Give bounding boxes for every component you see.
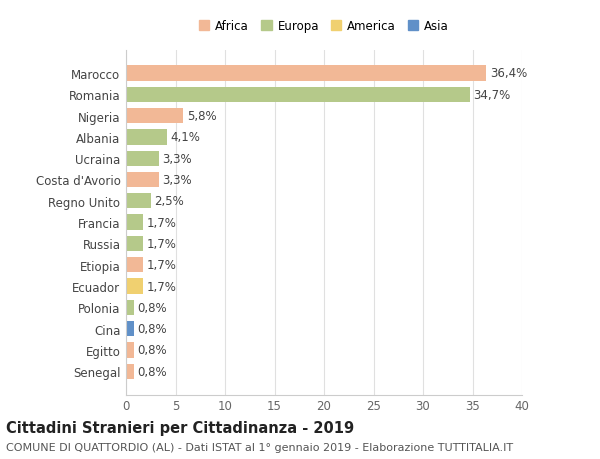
Bar [126,173,158,188]
Text: 5,8%: 5,8% [187,110,217,123]
Bar [126,215,143,230]
Text: 0,8%: 0,8% [137,322,167,336]
Bar [126,151,158,167]
Bar [126,342,134,358]
Bar [126,194,151,209]
Bar [126,87,470,103]
Text: 34,7%: 34,7% [473,89,510,101]
Text: 0,8%: 0,8% [137,344,167,357]
Text: 36,4%: 36,4% [490,67,527,80]
Bar [126,364,134,379]
Bar [126,109,184,124]
Text: 3,3%: 3,3% [162,152,192,165]
Text: 1,7%: 1,7% [146,280,176,293]
Legend: Africa, Europa, America, Asia: Africa, Europa, America, Asia [194,15,454,38]
Text: 0,8%: 0,8% [137,365,167,378]
Bar [126,236,143,252]
Text: 1,7%: 1,7% [146,216,176,229]
Bar [126,66,487,81]
Bar [126,321,134,336]
Text: COMUNE DI QUATTORDIO (AL) - Dati ISTAT al 1° gennaio 2019 - Elaborazione TUTTITA: COMUNE DI QUATTORDIO (AL) - Dati ISTAT a… [6,442,513,452]
Text: 0,8%: 0,8% [137,301,167,314]
Text: 1,7%: 1,7% [146,237,176,250]
Bar [126,257,143,273]
Bar [126,130,167,145]
Text: Cittadini Stranieri per Cittadinanza - 2019: Cittadini Stranieri per Cittadinanza - 2… [6,420,354,435]
Bar [126,279,143,294]
Text: 2,5%: 2,5% [154,195,184,208]
Bar [126,300,134,315]
Text: 1,7%: 1,7% [146,259,176,272]
Text: 3,3%: 3,3% [162,174,192,186]
Text: 4,1%: 4,1% [170,131,200,144]
